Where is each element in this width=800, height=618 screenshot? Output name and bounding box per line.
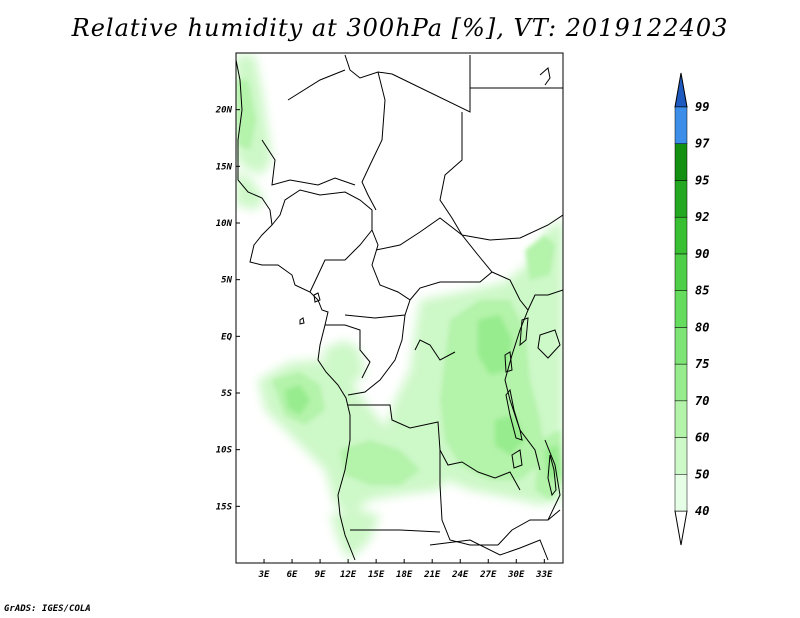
colorbar-label: 75 — [695, 357, 709, 371]
island-bioko — [313, 292, 321, 303]
colorbar-bin — [674, 106, 688, 144]
border-namibia — [350, 529, 441, 533]
map-axes: 3E 6E 9E 12E 15E 18E 21E 24E 27E 30E 33E 20N 15N 10N 5… — [215, 106, 553, 580]
lat-tick-label: 5N — [221, 276, 232, 286]
lon-tick-label: 21E — [423, 570, 441, 580]
border-car — [375, 217, 493, 301]
lon-tick-label: 24E — [451, 570, 469, 580]
lake-victoria — [537, 329, 561, 359]
lon-tick-label: 6E — [287, 570, 298, 580]
lon-tick-label: 9E — [315, 570, 326, 580]
map-frame — [235, 52, 564, 564]
lon-tick-label: 15E — [368, 570, 385, 580]
lake-malawi — [547, 454, 557, 497]
colorbar-label: 40 — [695, 504, 709, 518]
border-southern-africa — [429, 539, 549, 561]
colorbar-label: 60 — [695, 431, 709, 445]
lon-tick-label: 33E — [535, 570, 553, 580]
colorbar-bin — [674, 143, 688, 181]
colorbar-label: 50 — [695, 467, 709, 481]
border-cameroon — [344, 229, 411, 319]
colorbar-bin — [674, 290, 688, 328]
colorbar-bottom-triangle — [674, 510, 688, 546]
colorbar-label: 97 — [695, 137, 710, 151]
border-angola-zambia — [439, 450, 498, 546]
colorbar-bin — [674, 437, 688, 475]
lake-tanganyika — [505, 388, 523, 441]
lat-tick-label: 10N — [216, 219, 233, 229]
border-niger-chad — [361, 71, 386, 211]
border-niger-north — [287, 69, 346, 101]
lon-tick-label: 12E — [340, 570, 357, 580]
lake-albert — [519, 317, 529, 347]
red-sea-coast — [539, 67, 551, 86]
colorbar-bin — [674, 327, 688, 365]
border-chad-sudan — [439, 112, 463, 236]
lat-tick-label: 15N — [216, 162, 233, 172]
map-boundaries — [236, 54, 563, 561]
colorbar-label: 99 — [695, 100, 709, 114]
river-congo — [414, 339, 456, 361]
lat-tick-label: 10S — [216, 446, 233, 456]
colorbar-bin — [674, 400, 688, 438]
lon-tick-label: 30E — [507, 570, 525, 580]
border-mali-niger — [261, 139, 356, 186]
lake-kivu — [504, 351, 513, 373]
colorbar: 40 50 60 70 75 80 85 90 92 95 97 99 — [674, 72, 710, 546]
border-south-sudan — [461, 214, 563, 241]
border-drc-angola — [348, 404, 521, 491]
colorbar-label: 70 — [695, 394, 709, 408]
border-congo-drc — [347, 314, 406, 396]
border-drc-east — [504, 309, 541, 471]
border-algeria-libya — [344, 54, 393, 79]
lake-mweru — [511, 449, 523, 469]
lon-tick-label: 3E — [258, 570, 270, 580]
colorbar-label: 92 — [695, 210, 709, 224]
colorbar-label: 90 — [695, 247, 709, 261]
colorbar-label: 95 — [695, 173, 709, 187]
colorbar-bin — [674, 474, 688, 512]
colorbar-top-triangle — [674, 72, 688, 108]
lon-tick-label: 27E — [479, 570, 497, 580]
border-malawi — [544, 439, 561, 521]
island-sao-tome — [299, 317, 305, 325]
lat-tick-label: EQ — [221, 332, 232, 342]
grads-credit: GrADS: IGES/COLA — [4, 604, 91, 614]
chart-title: Relative humidity at 300hPa [%], VT: 201… — [71, 14, 729, 42]
colorbar-bin — [674, 216, 688, 255]
border-zambia-east — [497, 509, 561, 546]
lon-tick-label: 18E — [396, 570, 413, 580]
border-chad-libya — [391, 55, 471, 113]
colorbar-label: 80 — [695, 320, 709, 334]
colorbar-bin — [674, 253, 688, 291]
colorbar-label: 85 — [695, 284, 709, 298]
border-nigeria — [271, 189, 373, 293]
lat-tick-label: 20N — [215, 106, 233, 116]
colorbar-bin — [674, 180, 688, 218]
lat-tick-label: 15S — [216, 502, 233, 512]
humidity-field — [236, 55, 563, 560]
border-gabon — [325, 324, 371, 379]
colorbar-bin — [674, 363, 688, 402]
lat-tick-label: 5S — [221, 389, 232, 399]
